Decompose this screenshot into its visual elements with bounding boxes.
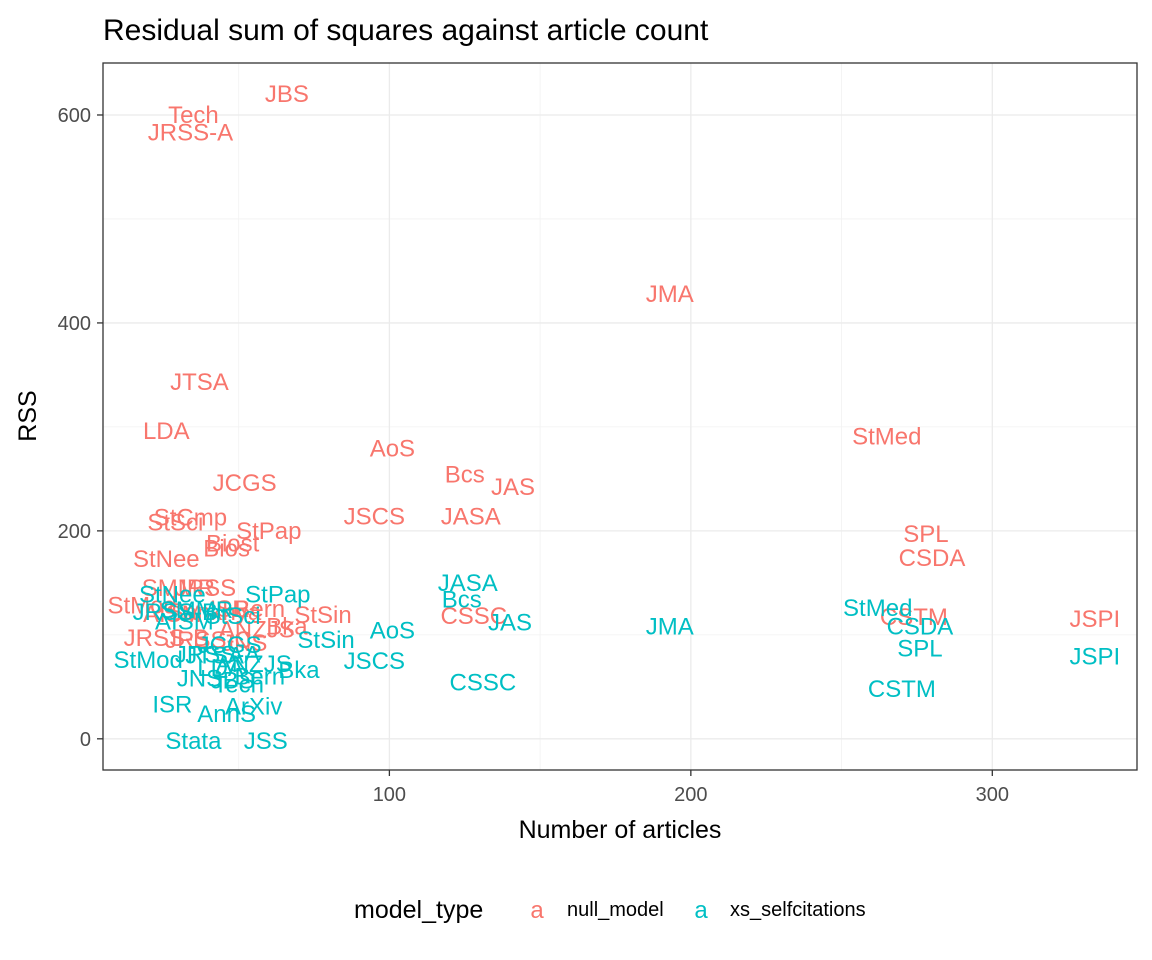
point-label: ISR [210, 596, 250, 623]
point-label: StMed [852, 423, 921, 450]
point-label: SPL [903, 521, 948, 548]
x-axis: 100 200 300 [373, 770, 1009, 806]
point-label: ArXiv [225, 694, 282, 721]
point-label: JMA [646, 281, 694, 308]
point-label: Bcs [442, 586, 482, 613]
legend-label-null-model: null_model [567, 899, 664, 921]
point-label: CSSC [440, 603, 507, 630]
point-label: JCGS [198, 632, 262, 659]
point-label: AoS [370, 618, 415, 645]
point-label: StSci [205, 603, 261, 630]
point-label: Tech [213, 672, 264, 699]
x-tick-label: 100 [373, 784, 406, 806]
point-label: CSTM [868, 676, 936, 703]
point-label: StPap [236, 518, 301, 545]
point-label: AISM [143, 601, 202, 628]
legend: model_type a null_model a xs_selfcitatio… [354, 896, 866, 924]
point-label: StCmp [154, 504, 227, 531]
point-label: StNee [139, 581, 206, 608]
point-label: JTSA [185, 643, 244, 670]
point-label: StPap [245, 581, 310, 608]
point-label: Bios [203, 536, 250, 563]
point-label: JRSS-B [133, 599, 218, 626]
x-axis-title: Number of articles [519, 816, 722, 844]
point-label: StSin [297, 627, 354, 654]
point-label: Stata [165, 728, 222, 755]
point-label: JASA [441, 503, 501, 530]
point-label: Bern [234, 663, 285, 690]
point-label: JSS [244, 728, 288, 755]
point-label: JSCS [344, 648, 405, 675]
point-label: Sankhya [168, 599, 262, 626]
y-axis: 0 200 400 600 [58, 105, 103, 751]
point-label: JSPI [1069, 606, 1120, 633]
y-axis-title: RSS [14, 390, 42, 441]
legend-label-xs-selfcitations: xs_selfcitations [730, 899, 866, 921]
point-label: CSDA [899, 545, 966, 572]
y-tick-label: 600 [58, 105, 91, 127]
x-tick-label: 300 [976, 784, 1009, 806]
point-label: LDA [143, 418, 190, 445]
point-label: ANZJS [216, 651, 292, 678]
point-label: JSCS [344, 503, 405, 530]
point-label: StMed [843, 595, 912, 622]
point-label: Bka [266, 614, 308, 641]
point-label: StMod [114, 647, 183, 674]
point-label: SPL [897, 635, 942, 662]
point-label: CSSC [449, 670, 516, 697]
point-label: StSci [147, 510, 203, 537]
legend-key-null-model: a [530, 897, 544, 924]
point-label: ANZJS [219, 617, 295, 644]
point-label: JTSA [170, 369, 229, 396]
point-label: JRSS [175, 575, 236, 602]
point-label: JNS [177, 666, 222, 693]
y-tick-label: 0 [80, 729, 91, 751]
point-label: LDA [197, 655, 244, 682]
point-label: AoS [370, 436, 415, 463]
legend-key-xs-selfcitations: a [694, 897, 708, 924]
point-label: JSPI [1069, 644, 1120, 671]
chart-title: Residual sum of squares against article … [103, 14, 709, 47]
point-label: JASA [438, 570, 498, 597]
point-label: Bern [234, 596, 285, 623]
point-label: Bcs [445, 462, 485, 489]
point-label: StSin [294, 602, 351, 629]
point-label: Biost [206, 530, 260, 557]
y-tick-label: 200 [58, 521, 91, 543]
point-label: JBS [265, 81, 309, 108]
point-label: JRSS-B [124, 625, 209, 652]
point-label: SMMR [142, 575, 215, 602]
point-label: JAS [491, 474, 535, 501]
point-label: JNS [222, 630, 267, 657]
point-label: StMod [108, 593, 177, 620]
y-tick-label: 400 [58, 313, 91, 335]
point-label: SMMR [160, 597, 233, 624]
panel-border [102, 62, 1138, 771]
point-label: AISM [155, 608, 214, 635]
point-label: StNee [133, 546, 200, 573]
point-label: JRSS-A [148, 120, 233, 147]
point-label: JAS [488, 609, 532, 636]
point-label: JBS [211, 668, 255, 695]
grid-minor [103, 63, 1137, 770]
point-label: Tech [168, 102, 219, 129]
point-label: CSDA [887, 614, 954, 641]
point-label: JRSS-C [165, 627, 252, 654]
point-label: Bka [278, 657, 320, 684]
point-label: ISR [152, 691, 192, 718]
grid-major [103, 63, 1137, 770]
point-label: AnnS [197, 701, 256, 728]
legend-title: model_type [354, 896, 483, 924]
x-tick-label: 200 [674, 784, 707, 806]
point-label: CSTM [880, 604, 948, 631]
point-label: JCGS [213, 470, 277, 497]
point-label: JMA [646, 614, 694, 641]
point-label: JRSS-A [175, 642, 260, 669]
